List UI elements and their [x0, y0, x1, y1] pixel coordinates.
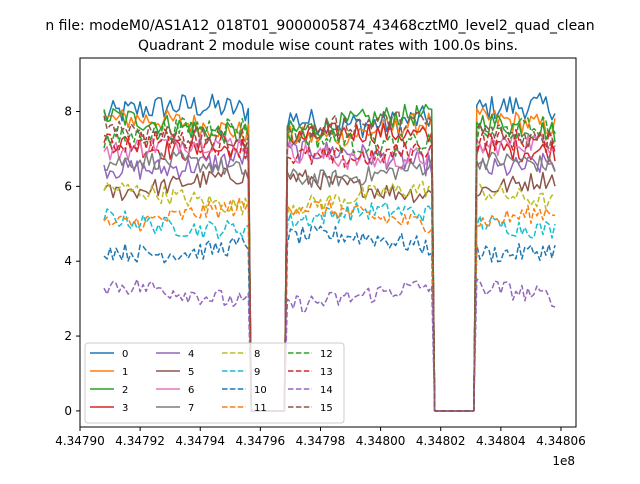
x-tick-label: 4.34794	[175, 434, 225, 448]
x-tick-label: 4.34806	[536, 434, 586, 448]
x-tick-label: 4.34792	[115, 434, 165, 448]
y-tick-label: 6	[64, 179, 72, 193]
y-axis: 0 2 4 6 8	[64, 105, 80, 418]
legend-label: 10	[254, 385, 267, 396]
series-line-13	[103, 128, 556, 412]
x-tick-label: 4.34802	[416, 434, 466, 448]
series-line-15	[103, 109, 556, 412]
legend-box	[84, 342, 345, 424]
y-tick-label: 2	[64, 329, 72, 343]
legend-label: 7	[188, 403, 194, 414]
chart-title: Quadrant 2 module wise count rates with …	[138, 38, 518, 54]
legend-label: 13	[320, 367, 333, 378]
x-axis-offset-label: 1e8	[552, 454, 575, 468]
x-tick-label: 4.34800	[356, 434, 406, 448]
series-line-10	[103, 225, 556, 412]
series-line-0	[103, 92, 556, 412]
legend-label: 8	[254, 349, 260, 360]
series-line-9	[103, 201, 556, 412]
series-lines	[103, 92, 556, 412]
legend-label: 3	[122, 403, 128, 414]
plot-frame	[79, 57, 577, 428]
x-tick-label: 4.34790	[55, 434, 105, 448]
y-tick-label: 0	[64, 404, 72, 418]
legend-label: 15	[320, 403, 333, 414]
series-line-5	[103, 167, 556, 412]
series-line-12	[103, 116, 556, 412]
figure-suptitle: n file: modeM0/AS1A12_018T01_9000005874_…	[45, 18, 594, 34]
legend-label: 14	[320, 385, 333, 396]
y-tick-label: 8	[64, 105, 72, 119]
legend-label: 12	[320, 349, 333, 360]
series-line-14	[103, 278, 556, 412]
legend-label: 6	[188, 385, 194, 396]
legend-label: 9	[254, 367, 260, 378]
x-tick-label: 4.34804	[476, 434, 526, 448]
x-tick-label: 4.34796	[236, 434, 286, 448]
legend-label: 11	[254, 403, 267, 414]
x-tick-label: 4.34798	[296, 434, 346, 448]
legend-label: 5	[188, 367, 194, 378]
legend-label: 2	[122, 385, 128, 396]
y-tick-label: 4	[64, 254, 72, 268]
x-axis: 4.34790 4.34792 4.34794 4.34796 4.34798 4.348…	[55, 427, 586, 448]
series-line-7	[103, 150, 556, 412]
legend-label: 0	[122, 349, 128, 360]
legend-label: 1	[122, 367, 128, 378]
legend-label: 4	[188, 349, 194, 360]
series-line-8	[103, 180, 556, 412]
series-line-11	[103, 197, 556, 412]
